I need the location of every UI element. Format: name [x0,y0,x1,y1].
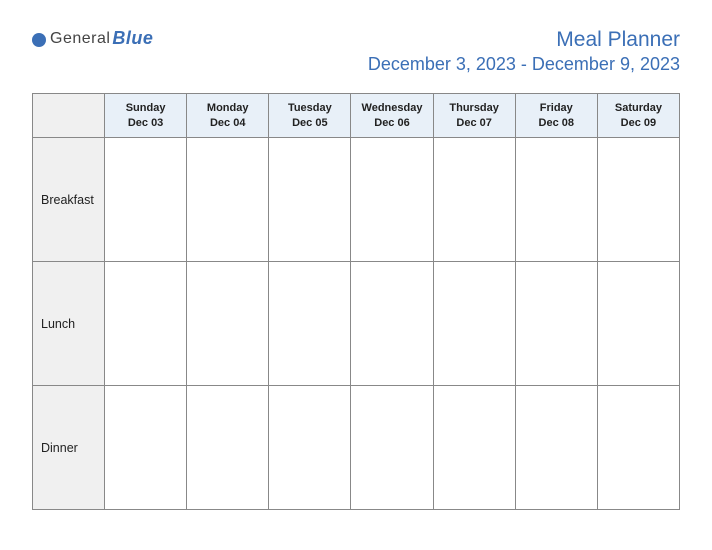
corner-cell [33,94,105,138]
day-header-tue: Tuesday Dec 05 [269,94,351,138]
day-header-wed: Wednesday Dec 06 [351,94,433,138]
dow-label: Tuesday [271,101,348,115]
meal-cell[interactable] [433,386,515,510]
dow-label: Saturday [600,101,677,115]
row-breakfast: Breakfast [33,138,680,262]
meal-cell[interactable] [187,138,269,262]
row-label-dinner: Dinner [33,386,105,510]
page-title: Meal Planner [368,28,680,52]
header-bar: General Blue Meal Planner December 3, 20… [32,28,680,75]
meal-cell[interactable] [433,138,515,262]
date-label: Dec 07 [436,116,513,130]
date-label: Dec 04 [189,116,266,130]
dow-label: Sunday [107,101,184,115]
meal-cell[interactable] [351,262,433,386]
title-block: Meal Planner December 3, 2023 - December… [368,28,680,75]
meal-cell[interactable] [105,262,187,386]
dow-label: Thursday [436,101,513,115]
meal-cell[interactable] [351,386,433,510]
day-header-fri: Friday Dec 08 [515,94,597,138]
meal-cell[interactable] [187,262,269,386]
logo-dot-icon [32,33,46,47]
meal-cell[interactable] [105,138,187,262]
meal-cell[interactable] [597,138,679,262]
brand-logo: General Blue [32,28,153,49]
meal-cell[interactable] [515,386,597,510]
meal-cell[interactable] [187,386,269,510]
date-label: Dec 03 [107,116,184,130]
dow-label: Monday [189,101,266,115]
meal-cell[interactable] [269,262,351,386]
dow-label: Friday [518,101,595,115]
day-header-sun: Sunday Dec 03 [105,94,187,138]
date-label: Dec 06 [353,116,430,130]
day-header-thu: Thursday Dec 07 [433,94,515,138]
meal-cell[interactable] [515,138,597,262]
date-label: Dec 05 [271,116,348,130]
logo-text-blue: Blue [112,28,153,49]
day-header-sat: Saturday Dec 09 [597,94,679,138]
meal-cell[interactable] [351,138,433,262]
meal-cell[interactable] [105,386,187,510]
date-label: Dec 08 [518,116,595,130]
meal-planner-table: Sunday Dec 03 Monday Dec 04 Tuesday Dec … [32,93,680,510]
meal-cell[interactable] [597,386,679,510]
header-row: Sunday Dec 03 Monday Dec 04 Tuesday Dec … [33,94,680,138]
row-dinner: Dinner [33,386,680,510]
meal-cell[interactable] [515,262,597,386]
date-range: December 3, 2023 - December 9, 2023 [368,54,680,75]
meal-cell[interactable] [269,138,351,262]
dow-label: Wednesday [353,101,430,115]
date-label: Dec 09 [600,116,677,130]
logo-text-general: General [50,30,110,48]
row-lunch: Lunch [33,262,680,386]
row-label-lunch: Lunch [33,262,105,386]
meal-cell[interactable] [597,262,679,386]
row-label-breakfast: Breakfast [33,138,105,262]
meal-cell[interactable] [269,386,351,510]
meal-cell[interactable] [433,262,515,386]
day-header-mon: Monday Dec 04 [187,94,269,138]
